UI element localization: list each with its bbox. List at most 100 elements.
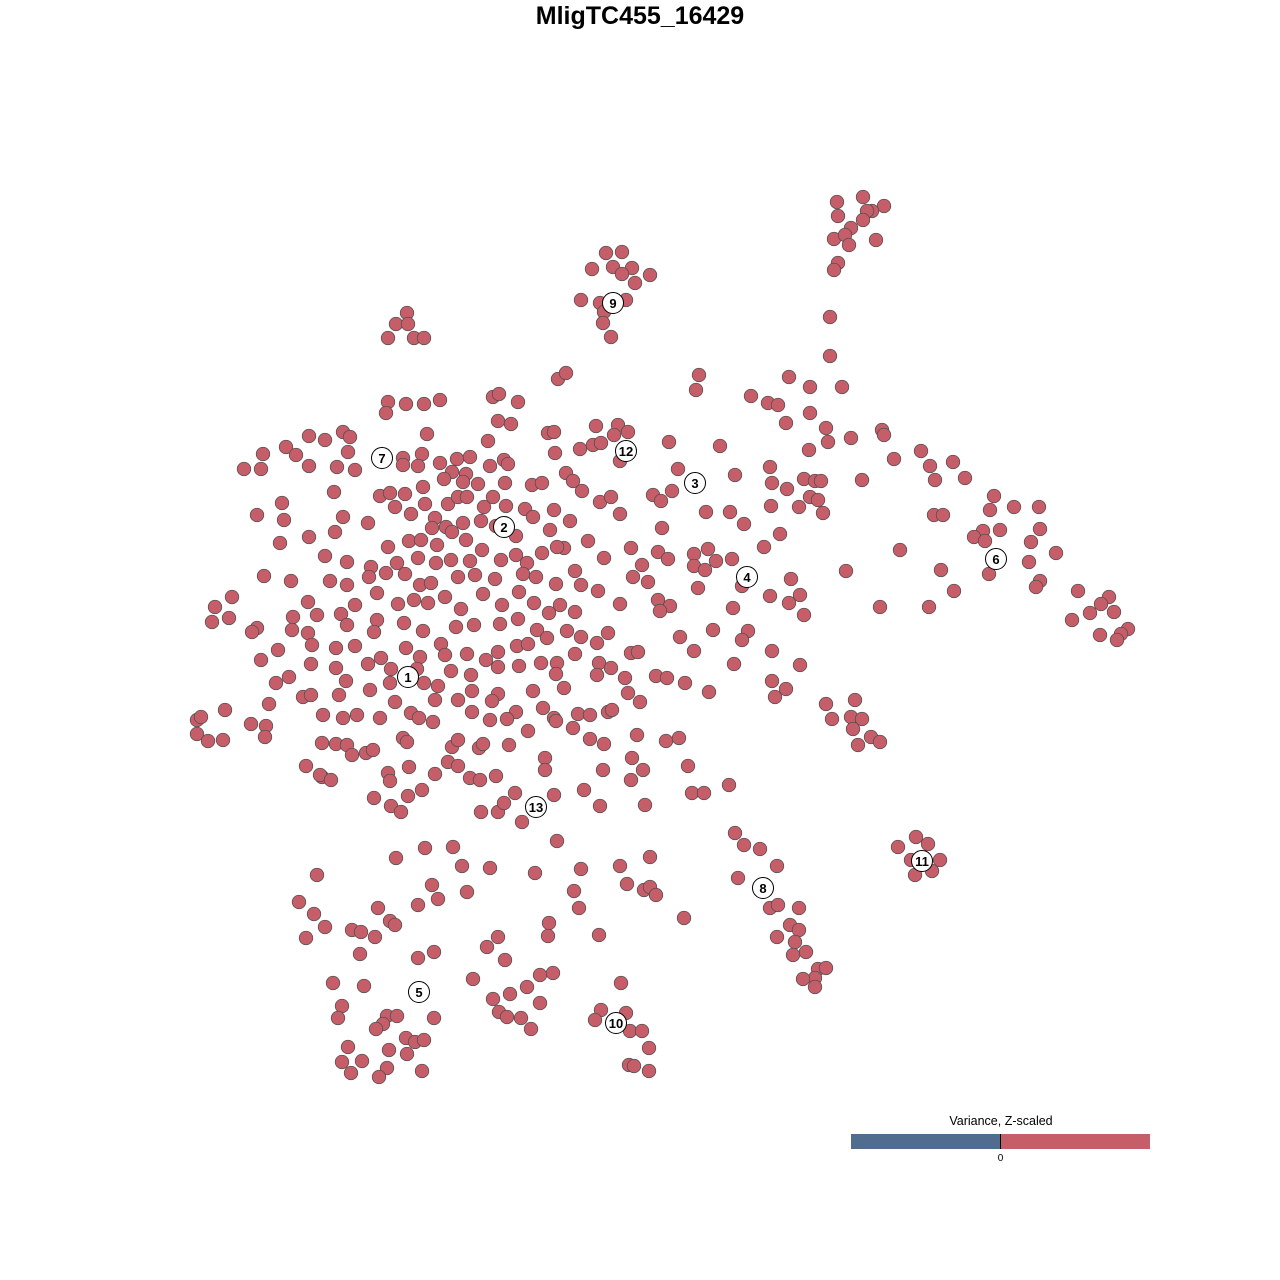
data-point	[511, 584, 527, 600]
data-point	[698, 504, 714, 520]
data-point	[444, 524, 460, 540]
data-point	[872, 599, 888, 615]
data-point	[488, 768, 504, 784]
data-point	[482, 458, 498, 474]
data-point	[406, 592, 422, 608]
data-point	[440, 496, 456, 512]
data-point	[838, 563, 854, 579]
cluster-label-text: 11	[915, 854, 929, 869]
data-point	[334, 998, 350, 1014]
data-point	[288, 447, 304, 463]
data-point	[660, 551, 676, 567]
data-point	[455, 515, 471, 531]
data-point	[534, 475, 550, 491]
data-point	[485, 489, 501, 505]
data-point	[736, 516, 752, 532]
data-point	[484, 693, 500, 709]
data-point	[301, 458, 317, 474]
data-point	[580, 533, 596, 549]
data-point	[371, 1069, 387, 1085]
data-point	[767, 689, 783, 705]
data-point	[494, 597, 510, 613]
data-point	[627, 275, 643, 291]
data-point	[458, 532, 474, 548]
data-point	[309, 867, 325, 883]
data-point	[705, 622, 721, 638]
data-point	[470, 476, 486, 492]
data-point	[369, 612, 385, 628]
data-point	[635, 762, 651, 778]
data-point	[493, 552, 509, 568]
legend-color-bar	[851, 1134, 1150, 1149]
data-point	[490, 644, 506, 660]
data-point	[640, 574, 656, 590]
data-point	[708, 553, 724, 569]
cluster-label: 2	[493, 516, 515, 538]
data-point	[818, 420, 834, 436]
data-point	[200, 733, 216, 749]
data-point	[425, 714, 441, 730]
data-point	[335, 509, 351, 525]
data-point	[620, 685, 636, 701]
data-point	[854, 472, 870, 488]
data-point	[672, 629, 688, 645]
data-point	[389, 555, 405, 571]
data-point	[475, 586, 491, 602]
data-point	[603, 660, 619, 676]
data-point	[525, 509, 541, 525]
data-point	[986, 488, 1002, 504]
data-point	[520, 723, 536, 739]
data-point	[389, 1008, 405, 1024]
data-point	[736, 837, 752, 853]
data-point	[360, 656, 376, 672]
data-point	[388, 316, 404, 332]
data-point	[485, 991, 501, 1007]
data-point	[437, 647, 453, 663]
data-point	[342, 429, 358, 445]
data-point	[492, 616, 508, 632]
data-point	[932, 852, 948, 868]
data-point	[462, 553, 478, 569]
data-point	[347, 597, 363, 613]
data-point	[430, 678, 446, 694]
data-point	[629, 727, 645, 743]
data-point	[778, 415, 794, 431]
data-point	[369, 585, 385, 601]
data-point	[658, 733, 674, 749]
cluster-label-circle	[752, 877, 774, 899]
data-point	[215, 732, 231, 748]
legend-zero-tick	[1000, 1134, 1001, 1149]
data-point	[802, 405, 818, 421]
data-point	[256, 568, 272, 584]
data-point	[487, 571, 503, 587]
cluster-label-text: 13	[529, 800, 543, 815]
data-point	[727, 467, 743, 483]
data-point	[261, 696, 277, 712]
data-point	[257, 729, 273, 745]
data-point	[503, 416, 519, 432]
data-point	[642, 849, 658, 865]
data-point	[630, 644, 646, 660]
data-point	[661, 434, 677, 450]
data-point	[416, 396, 432, 412]
legend-negative-segment	[851, 1134, 1001, 1149]
data-point	[548, 576, 564, 592]
data-point	[829, 194, 845, 210]
data-point	[338, 673, 354, 689]
data-point	[347, 462, 363, 478]
data-point	[349, 707, 365, 723]
data-point	[221, 610, 237, 626]
data-point	[301, 529, 317, 545]
data-point	[676, 910, 692, 926]
data-point	[301, 428, 317, 444]
legend-title: Variance, Z-scaled	[949, 1114, 1053, 1128]
data-point	[416, 1032, 432, 1048]
data-point	[414, 446, 430, 462]
cluster-label-circle	[736, 566, 758, 588]
data-point	[410, 550, 426, 566]
data-point	[542, 522, 558, 538]
chart-title: MligTC455_16429	[535, 2, 745, 30]
data-point	[283, 573, 299, 589]
data-point	[395, 457, 411, 473]
data-point	[510, 611, 526, 627]
